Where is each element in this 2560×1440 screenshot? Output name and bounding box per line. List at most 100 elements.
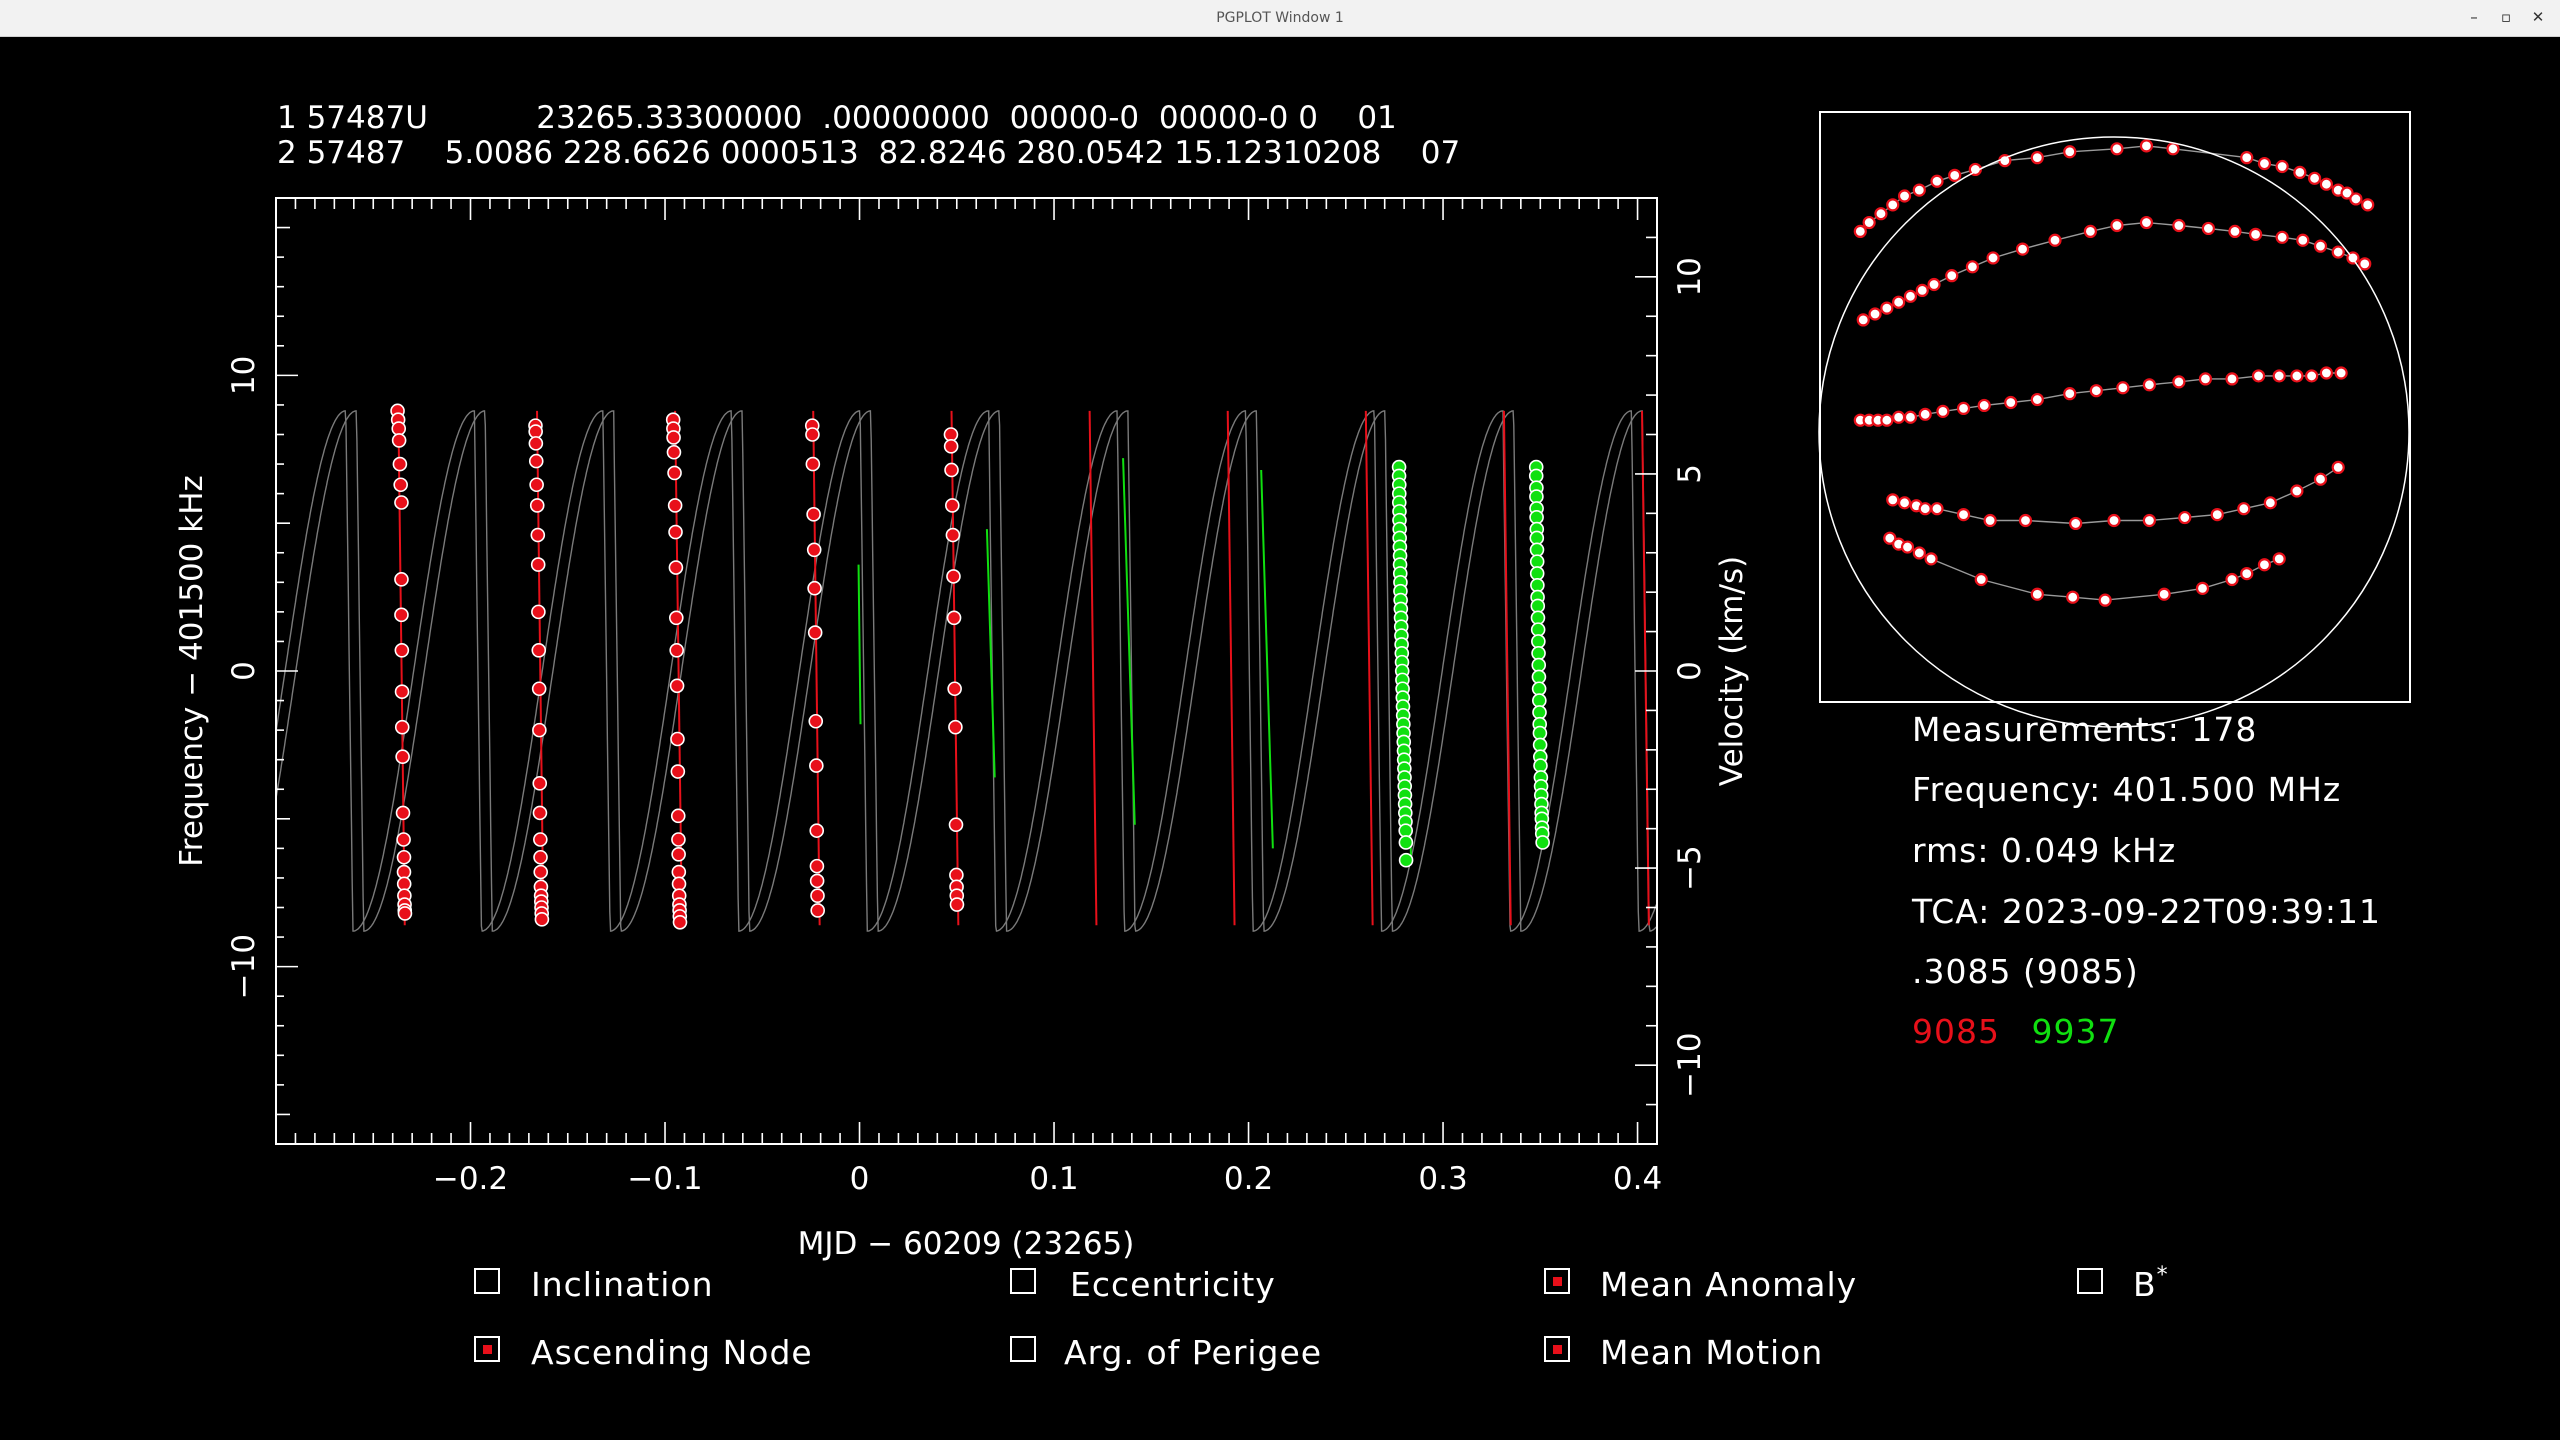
sky-point — [2331, 460, 2345, 474]
checkbox-inclination-box[interactable] — [474, 1268, 500, 1294]
sky-point — [2089, 384, 2103, 398]
checkbox-bstar-label: B* — [2133, 1263, 2169, 1304]
sky-points — [1853, 139, 2375, 607]
checkbox-ascending-node-box[interactable] — [474, 1336, 500, 1362]
checkbox-eccentricity-box[interactable] — [1010, 1268, 1036, 1294]
checkbox-mean-motion-label: Mean Motion — [1600, 1333, 1823, 1372]
y-tick-labels: −10 0 10 — [226, 356, 262, 1000]
data-point — [393, 477, 408, 493]
data-point — [394, 607, 409, 623]
y-axis-label: Frequency − 401500 kHz — [174, 475, 210, 867]
data-point — [530, 527, 546, 543]
data-point — [810, 903, 826, 918]
data-point — [668, 524, 683, 540]
fit-segment — [1260, 469, 1274, 849]
sky-point — [2275, 230, 2289, 244]
sky-point — [1977, 398, 1991, 413]
data-point — [806, 507, 821, 522]
checkbox-mean-anomaly-box[interactable] — [1544, 1268, 1570, 1294]
data-point — [1398, 852, 1414, 868]
data-point — [533, 849, 548, 865]
sky-point — [2142, 378, 2156, 392]
sky-point — [2083, 224, 2097, 238]
sky-point — [1945, 269, 1959, 283]
sky-point — [1956, 507, 1971, 522]
sky-point — [2240, 151, 2254, 165]
data-point — [670, 764, 686, 779]
sky-point — [1936, 404, 1950, 418]
sky-point — [2030, 392, 2044, 407]
plot-frame — [275, 197, 1658, 1145]
sky-point — [2030, 151, 2044, 165]
checkbox-mean-anomaly[interactable]: Mean Anomaly — [1544, 1265, 1857, 1304]
sky-point — [2098, 593, 2112, 607]
sky-point — [2237, 502, 2251, 516]
sky-point — [1927, 277, 1941, 292]
sky-point — [2178, 510, 2192, 525]
doppler-plot: −0.2 −0.1 0 0.1 0.2 0.3 0.4 −10 0 10 −10 −5 0 5 10 M… — [174, 197, 1750, 1262]
fit-segment — [1122, 458, 1136, 825]
sky-point — [2004, 395, 2018, 410]
data-point — [671, 832, 686, 847]
close-icon[interactable]: ✕ — [2531, 8, 2545, 26]
data-point — [533, 832, 548, 847]
data-point — [533, 864, 549, 880]
sky-point — [1897, 496, 1912, 510]
site-legend-red: 9085 — [1912, 1012, 2000, 1051]
data-point — [531, 643, 547, 658]
site-legend-green: 9937 — [2031, 1012, 2119, 1051]
window-title: PGPLOT Window 1 — [1216, 10, 1344, 26]
data-point — [668, 560, 684, 575]
tle-line-2: 2 57487 5.0086 228.6626 0000513 82.8246 … — [277, 135, 1460, 171]
sky-point — [2313, 239, 2328, 253]
checkbox-mean-motion-box[interactable] — [1544, 1336, 1570, 1362]
sky-point — [2195, 581, 2210, 595]
data-point — [807, 625, 823, 640]
checkbox-bstar-box[interactable] — [2077, 1268, 2103, 1294]
data-point — [397, 906, 413, 921]
data-point — [391, 433, 407, 448]
sky-point — [2240, 566, 2254, 581]
data-point — [669, 678, 685, 694]
sky-point — [1883, 531, 1897, 545]
minimize-icon[interactable]: – — [2470, 8, 2478, 26]
checkbox-arg-of-perigee[interactable]: Arg. of Perigee — [1010, 1333, 1322, 1372]
frequency-readout: Frequency: 401.500 MHz — [1912, 770, 2341, 809]
checkbox-eccentricity[interactable]: Eccentricity — [1010, 1265, 1276, 1304]
data-point — [531, 681, 547, 697]
sky-track — [1859, 145, 2369, 232]
fit-segment — [1364, 410, 1374, 926]
sky-point — [2110, 142, 2124, 156]
data-point — [396, 832, 411, 847]
sky-point — [1880, 413, 1894, 427]
sky-point — [2069, 516, 2083, 531]
checkbox-inclination-label: Inclination — [531, 1265, 713, 1304]
sky-point — [1948, 168, 1962, 182]
data-point — [532, 776, 548, 791]
axis-ticks — [276, 197, 1658, 1145]
sky-point — [2110, 218, 2124, 233]
sky-point — [2319, 366, 2333, 380]
checkbox-inclination[interactable]: Inclination — [474, 1265, 713, 1304]
data-point — [532, 805, 548, 821]
data-point — [810, 888, 825, 903]
sky-point — [1912, 183, 1926, 197]
checkbox-arg-of-perigee-box[interactable] — [1010, 1336, 1036, 1362]
checkbox-bstar[interactable]: B* — [2077, 1263, 2169, 1304]
sky-point — [2225, 372, 2239, 386]
site-legend: 9085 9937 — [1912, 1012, 2119, 1051]
sky-point — [1986, 251, 2000, 265]
data-point — [944, 462, 959, 478]
sky-point — [2063, 145, 2077, 159]
checkbox-ascending-node[interactable]: Ascending Node — [474, 1333, 813, 1372]
data-point — [948, 817, 964, 833]
sky-point — [1856, 313, 1870, 327]
check-mark-icon — [1553, 1277, 1562, 1286]
maximize-icon[interactable]: ▫ — [2500, 8, 2512, 26]
data-point — [805, 427, 820, 442]
check-mark-icon — [483, 1345, 492, 1354]
data-point — [946, 610, 962, 626]
sky-point — [1930, 502, 1944, 516]
checkbox-mean-motion[interactable]: Mean Motion — [1544, 1333, 1823, 1372]
data-point — [809, 823, 825, 838]
